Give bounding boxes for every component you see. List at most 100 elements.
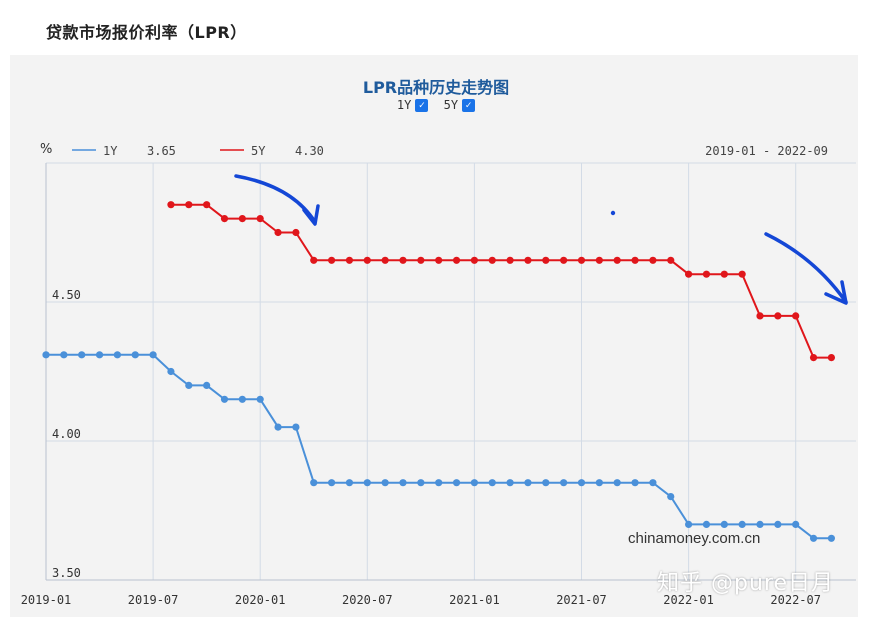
data-point-5y	[809, 354, 818, 362]
x-tick-label: 2020-07	[342, 593, 393, 607]
data-point-5y	[631, 256, 639, 264]
data-point-1y	[667, 493, 675, 501]
data-point-1y	[649, 479, 657, 487]
chart-axes	[45, 163, 856, 581]
data-point-1y	[488, 479, 496, 487]
data-point-5y	[452, 256, 461, 264]
data-point-1y	[185, 381, 193, 389]
date-range-label: 2019-01 - 2022-09	[705, 144, 828, 158]
data-point-5y	[417, 256, 425, 264]
data-point-5y	[506, 256, 514, 264]
annotation-arrowhead-2	[824, 280, 848, 305]
legend-name-1y: 1Y	[103, 144, 118, 158]
data-point-1y	[95, 351, 104, 359]
data-point-1y	[542, 479, 550, 487]
series-line-5y	[171, 203, 832, 359]
data-point-1y	[720, 520, 728, 529]
chart-annotations	[234, 174, 848, 305]
data-point-1y	[774, 520, 782, 529]
annotation-dot	[610, 210, 616, 216]
data-point-1y	[809, 534, 818, 542]
checkbox-5y-icon[interactable]: ✓	[462, 98, 476, 112]
data-point-1y	[256, 395, 264, 403]
data-point-5y	[702, 270, 711, 278]
x-tick-label: 2022-01	[663, 593, 714, 607]
data-point-5y	[345, 256, 354, 264]
data-point-5y	[328, 256, 336, 264]
site-watermark: chinamoney.com.cn	[628, 530, 761, 547]
data-point-1y	[435, 479, 443, 487]
data-point-5y	[274, 228, 282, 237]
data-point-1y	[702, 520, 711, 529]
data-point-1y	[345, 479, 354, 487]
data-point-1y	[274, 423, 282, 431]
data-point-1y	[292, 423, 300, 431]
data-point-1y	[131, 351, 139, 359]
data-point-5y	[685, 270, 693, 278]
y-tick-label: 3.50	[52, 566, 81, 580]
data-point-1y	[560, 479, 568, 487]
data-point-1y	[417, 479, 425, 487]
data-point-5y	[756, 312, 764, 320]
data-point-1y	[149, 351, 157, 359]
data-point-5y	[613, 256, 621, 264]
data-point-1y	[470, 479, 478, 487]
data-point-5y	[488, 256, 496, 264]
data-point-5y	[381, 256, 389, 264]
annotation-arrow-1	[234, 174, 317, 224]
data-point-5y	[435, 256, 443, 264]
x-tick-label: 2019-07	[128, 593, 179, 607]
data-point-5y	[542, 256, 550, 264]
data-point-5y	[167, 201, 175, 209]
data-point-1y	[238, 395, 246, 403]
toggle-5y[interactable]: 5Y ✓	[443, 98, 476, 112]
data-point-1y	[381, 479, 389, 487]
x-tick-label: 2019-01	[21, 593, 72, 607]
data-point-5y	[577, 256, 586, 264]
data-point-5y	[649, 256, 657, 264]
data-point-1y	[452, 479, 461, 487]
legend-value-1y: 3.65	[147, 144, 176, 158]
chart-legend: % 1Y 3.65 5Y 4.30 2019-01 - 2022-09	[40, 142, 828, 158]
data-point-1y	[399, 479, 407, 487]
toggle-1y[interactable]: 1Y ✓	[396, 98, 429, 112]
series-toggles: 1Y ✓ 5Y ✓	[0, 98, 872, 112]
data-point-5y	[185, 201, 193, 209]
x-tick-label: 2021-01	[449, 593, 500, 607]
y-tick-label: 4.50	[52, 288, 81, 302]
toggle-5y-label: 5Y	[443, 98, 459, 112]
data-point-5y	[524, 256, 532, 264]
data-point-1y	[220, 395, 229, 403]
data-point-5y	[238, 215, 246, 223]
chart-series	[42, 201, 836, 542]
data-point-1y	[167, 367, 175, 376]
data-point-5y	[203, 201, 211, 209]
data-point-5y	[827, 354, 836, 362]
x-tick-label: 2021-07	[556, 593, 607, 607]
data-point-1y	[756, 520, 764, 529]
data-point-5y	[738, 270, 746, 278]
data-point-1y	[506, 479, 514, 487]
data-point-1y	[328, 479, 336, 487]
chart-title: LPR品种历史走势图	[362, 78, 510, 97]
page-title: 贷款市场报价利率（LPR）	[46, 23, 247, 42]
data-point-5y	[595, 256, 603, 264]
data-point-5y	[667, 256, 675, 264]
data-point-5y	[292, 228, 300, 237]
data-point-1y	[78, 351, 86, 359]
data-point-1y	[792, 520, 800, 529]
data-point-1y	[631, 479, 639, 487]
checkbox-1y-icon[interactable]: ✓	[415, 98, 429, 112]
data-point-1y	[310, 479, 318, 487]
legend-value-5y: 4.30	[295, 144, 324, 158]
data-point-5y	[363, 256, 371, 264]
data-point-5y	[399, 256, 407, 264]
data-point-5y	[470, 256, 478, 264]
chart-panel	[10, 55, 858, 617]
data-point-5y	[220, 215, 229, 223]
toggle-1y-label: 1Y	[396, 98, 412, 112]
data-point-1y	[827, 534, 836, 542]
x-tick-label: 2022-07	[770, 593, 821, 607]
x-tick-label: 2020-01	[235, 593, 286, 607]
